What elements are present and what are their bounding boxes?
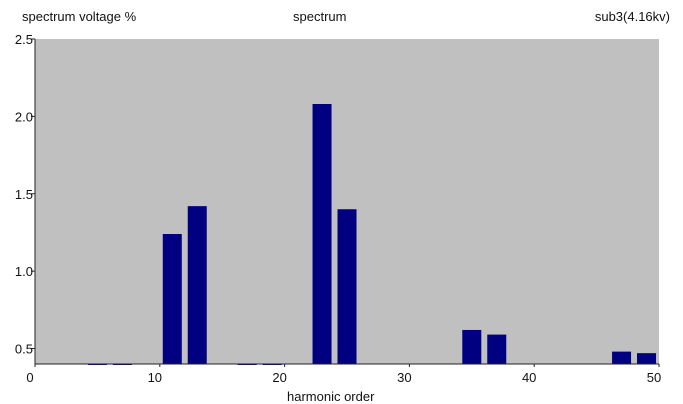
bar-h25 [337, 209, 357, 364]
bus-label: sub3(4.16kv) [594, 9, 670, 24]
bar-h11 [162, 234, 182, 364]
y-tick-label: 2.0 [15, 109, 33, 124]
y-axis-title: spectrum voltage % [22, 9, 137, 24]
bar-h35 [462, 329, 482, 364]
y-tick-label: 2.5 [15, 32, 33, 47]
bar-h13 [187, 206, 207, 364]
y-tick-label: 1.5 [15, 187, 33, 202]
bar-h47 [612, 351, 632, 364]
bar-h23 [312, 104, 332, 364]
x-tick-label: 10 [148, 370, 162, 385]
bar-h37 [487, 334, 507, 364]
x-axis-ticks: 0 10 20 30 40 50 [26, 364, 661, 385]
y-tick-label: 1.0 [15, 264, 33, 279]
x-axis-title: harmonic order [287, 389, 375, 404]
y-axis-ticks: 0.5 1.0 1.5 2.0 2.5 [15, 32, 35, 357]
bar-h49 [637, 353, 657, 364]
x-tick-label: 20 [272, 370, 286, 385]
x-tick-label: 30 [397, 370, 411, 385]
chart-title: spectrum [293, 9, 347, 24]
y-tick-label: 0.5 [15, 342, 33, 357]
x-tick-label: 40 [522, 370, 536, 385]
x-tick-label: 0 [26, 370, 33, 385]
x-tick-label: 50 [647, 370, 661, 385]
